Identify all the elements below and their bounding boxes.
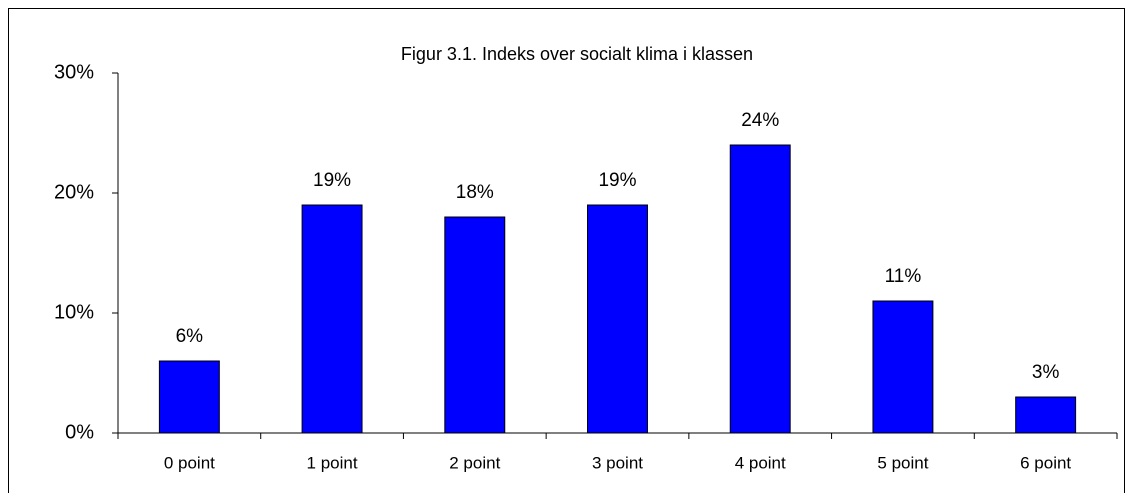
value-label: 11%: [885, 266, 922, 287]
bar: [587, 204, 648, 434]
x-tick-label: 6 point: [1020, 453, 1071, 472]
value-label: 18%: [456, 182, 494, 203]
value-label: 3%: [1032, 362, 1060, 383]
value-label: 6%: [176, 326, 204, 347]
bar: [158, 360, 220, 434]
y-tick-label: 10%: [54, 301, 94, 323]
x-tick-label: 4 point: [735, 453, 786, 472]
y-tick-label: 30%: [54, 61, 94, 83]
bar: [872, 300, 934, 434]
x-tick-label: 5 point: [877, 453, 928, 472]
y-tick-label: 0%: [65, 421, 94, 443]
x-tick-label: 1 point: [307, 453, 358, 472]
chart-frame: [8, 8, 1125, 493]
y-tick-label: 20%: [54, 181, 94, 203]
value-label: 19%: [313, 170, 351, 191]
value-label: 24%: [741, 110, 779, 131]
bar: [1015, 396, 1077, 434]
bar: [301, 204, 363, 434]
value-label: 19%: [598, 170, 636, 191]
x-tick-label: 0 point: [164, 453, 215, 472]
x-tick-label: 2 point: [449, 453, 500, 472]
x-tick-label: 3 point: [592, 453, 643, 472]
chart-title: Figur 3.1. Indeks over socialt klima i k…: [401, 44, 753, 64]
bar: [444, 216, 506, 434]
bar: [729, 144, 791, 434]
